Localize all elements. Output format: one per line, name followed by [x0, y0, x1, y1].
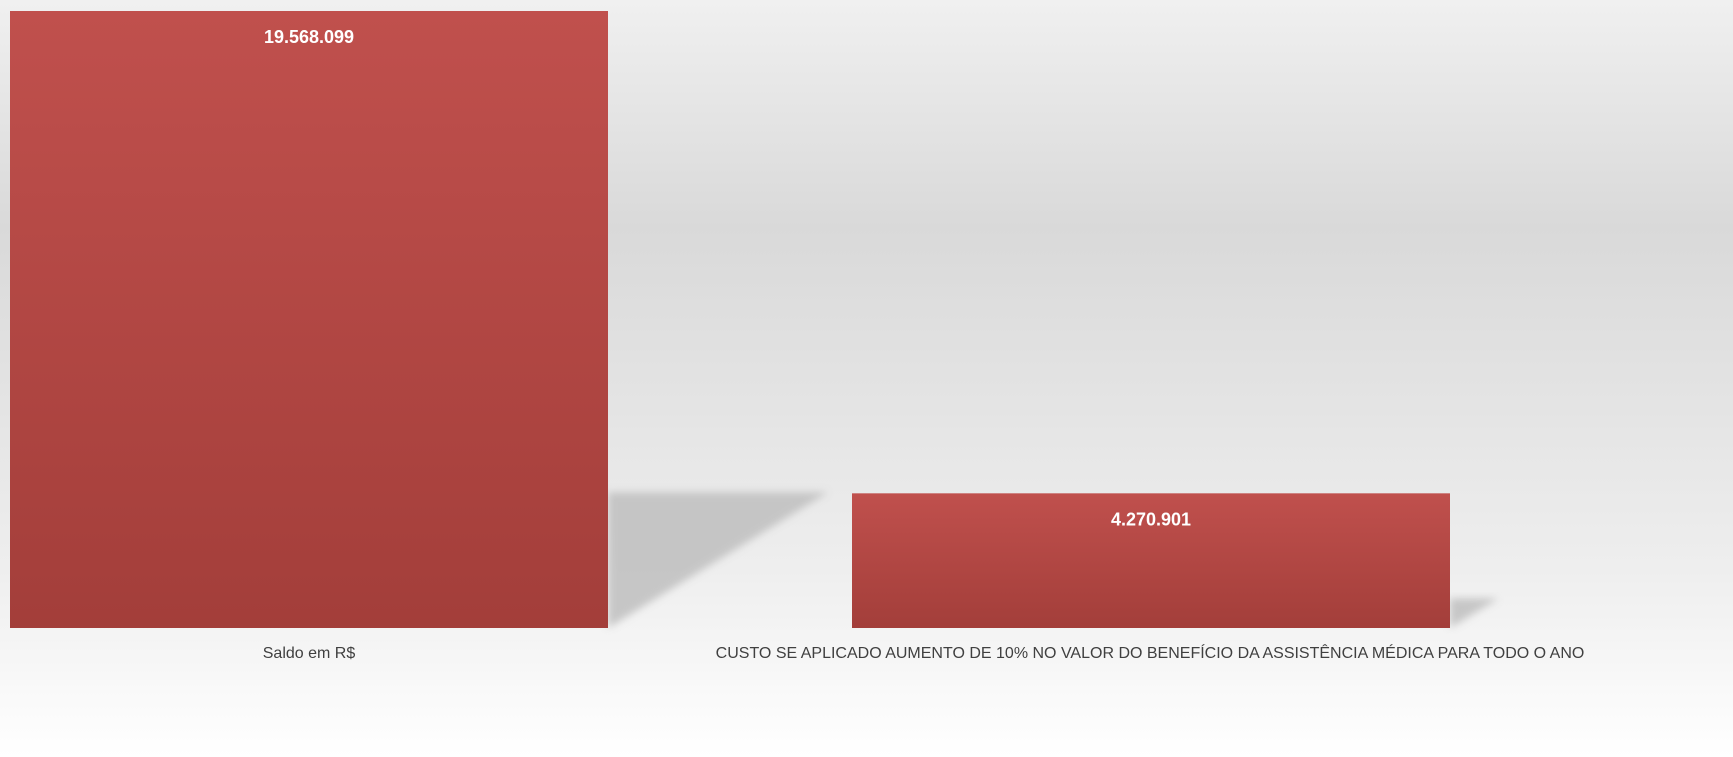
- bar-value-label: 19.568.099: [264, 27, 354, 47]
- category-label: Saldo em R$: [263, 645, 356, 662]
- category-label: CUSTO SE APLICADO AUMENTO DE 10% NO VALO…: [716, 643, 1585, 662]
- bar: [10, 11, 608, 628]
- bar-value-label: 4.270.901: [1111, 509, 1191, 529]
- category-labels: Saldo em R$ CUSTO SE APLICADO AUMENTO DE …: [263, 643, 1585, 662]
- data-labels: 19.568.099 4.270.901: [264, 27, 1191, 529]
- bar: [852, 493, 1450, 628]
- bars: [10, 11, 1450, 628]
- bar-shadows: [608, 492, 1499, 628]
- bar-shadow: [1450, 598, 1499, 628]
- bar-shadow: [608, 492, 828, 628]
